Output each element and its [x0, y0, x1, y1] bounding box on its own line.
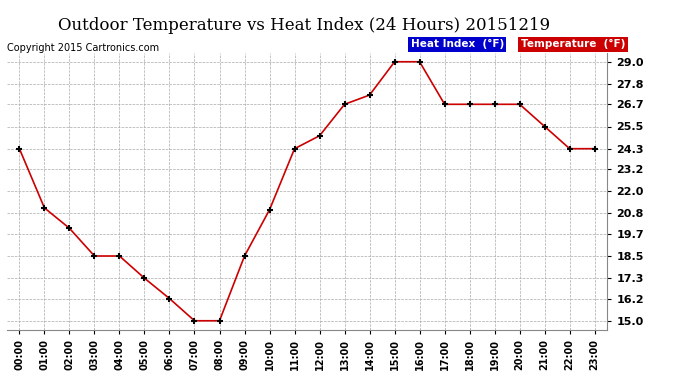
Text: Temperature  (°F): Temperature (°F)	[521, 39, 625, 50]
Text: Heat Index  (°F): Heat Index (°F)	[411, 39, 504, 50]
Text: Copyright 2015 Cartronics.com: Copyright 2015 Cartronics.com	[7, 43, 159, 53]
Text: Outdoor Temperature vs Heat Index (24 Hours) 20151219: Outdoor Temperature vs Heat Index (24 Ho…	[57, 17, 550, 34]
